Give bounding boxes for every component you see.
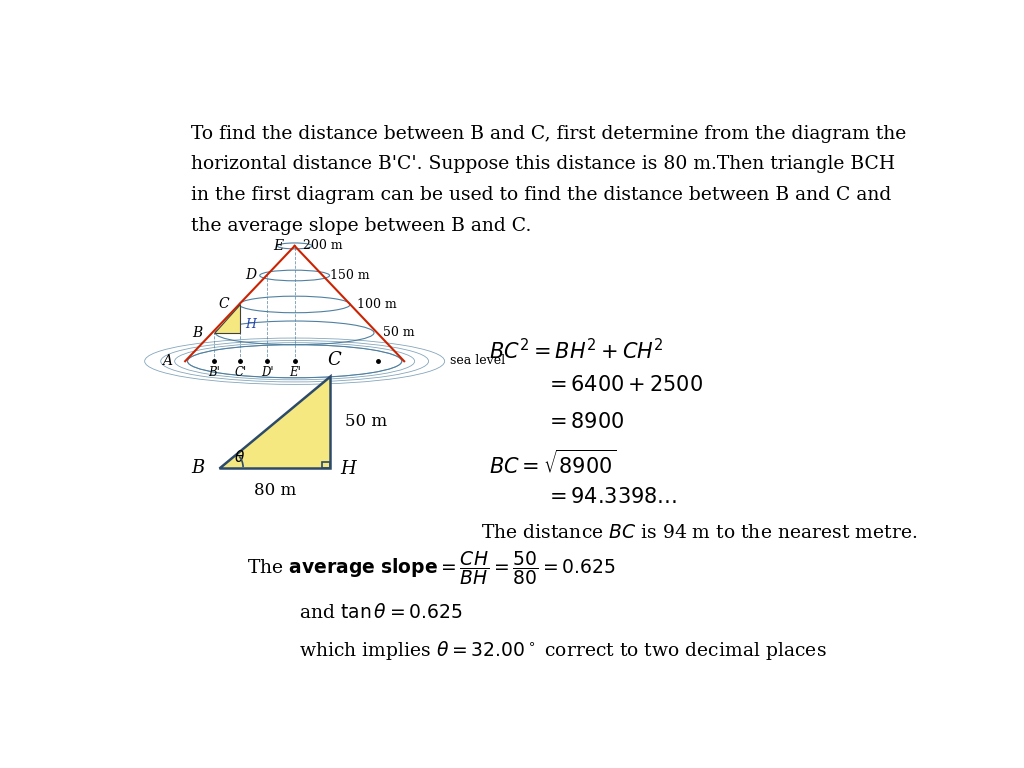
Text: C': C' xyxy=(234,366,247,379)
Polygon shape xyxy=(219,376,331,468)
Text: B': B' xyxy=(208,366,220,379)
Text: 100 m: 100 m xyxy=(357,298,396,311)
Text: D': D' xyxy=(261,366,273,379)
Text: To find the distance between B and C, first determine from the diagram the: To find the distance between B and C, fi… xyxy=(191,124,906,143)
Text: 50 m: 50 m xyxy=(345,413,387,430)
Text: horizontal distance B'C'. Suppose this distance is 80 m.Then triangle BCH: horizontal distance B'C'. Suppose this d… xyxy=(191,155,896,174)
Text: The distance $BC$ is 94 m to the nearest metre.: The distance $BC$ is 94 m to the nearest… xyxy=(481,524,918,542)
Text: which implies $\theta = 32.00{^\circ}$ correct to two decimal places: which implies $\theta = 32.00{^\circ}$ c… xyxy=(299,640,826,663)
Text: B: B xyxy=(193,326,203,340)
Text: $= 94.3398\ldots$: $= 94.3398\ldots$ xyxy=(545,487,677,507)
Text: B: B xyxy=(191,458,205,477)
Text: $BC^2 = BH^2 + CH^2$: $BC^2 = BH^2 + CH^2$ xyxy=(489,338,664,362)
Text: H: H xyxy=(340,461,355,478)
Text: $= 6400 + 2500$: $= 6400 + 2500$ xyxy=(545,375,702,395)
Text: D: D xyxy=(245,269,256,283)
Text: A: A xyxy=(162,354,172,368)
Text: 80 m: 80 m xyxy=(254,482,296,499)
Text: and $\tan\theta = 0.625$: and $\tan\theta = 0.625$ xyxy=(299,603,462,622)
Text: C: C xyxy=(328,351,341,369)
Text: H: H xyxy=(245,318,256,331)
Text: $BC = \sqrt{8900}$: $BC = \sqrt{8900}$ xyxy=(489,449,616,478)
Text: $\theta$: $\theta$ xyxy=(233,449,245,465)
Text: 150 m: 150 m xyxy=(330,269,370,282)
Text: 50 m: 50 m xyxy=(383,326,415,339)
Polygon shape xyxy=(214,304,241,333)
Text: E': E' xyxy=(289,366,301,379)
Text: 200 m: 200 m xyxy=(303,240,342,253)
Text: in the first diagram can be used to find the distance between B and C and: in the first diagram can be used to find… xyxy=(191,186,892,204)
Text: C: C xyxy=(218,297,229,312)
Text: The $\mathbf{average\ slope} = \dfrac{CH}{BH} = \dfrac{50}{80} = 0.625$: The $\mathbf{average\ slope} = \dfrac{CH… xyxy=(247,549,615,587)
Text: the average slope between B and C.: the average slope between B and C. xyxy=(191,217,531,235)
Text: E: E xyxy=(273,239,284,253)
Text: sea level: sea level xyxy=(450,354,505,367)
Text: $= 8900$: $= 8900$ xyxy=(545,412,624,432)
